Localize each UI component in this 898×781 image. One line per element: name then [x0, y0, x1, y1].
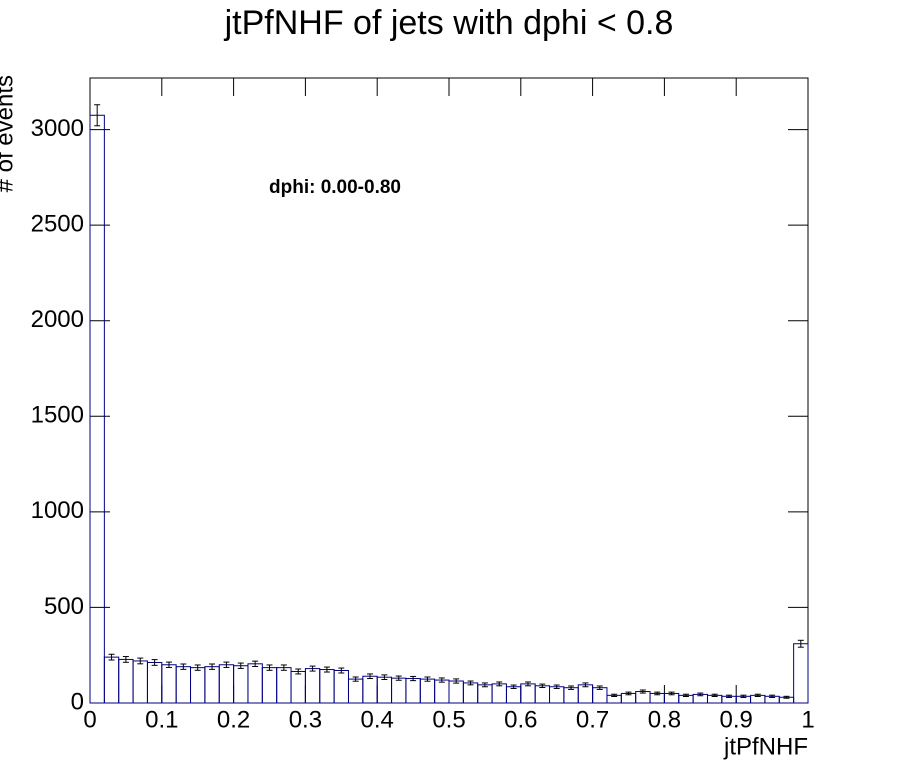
x-tick-label: 0.8	[648, 706, 681, 733]
y-tick-label: 3000	[31, 115, 84, 142]
x-tick-label: 0.4	[361, 706, 394, 733]
y-tick-label: 2000	[31, 306, 84, 333]
y-tick-label: 1000	[31, 497, 84, 524]
x-axis-label: jtPfNHF	[723, 733, 808, 760]
x-tick-label: 0.5	[432, 706, 465, 733]
annotation: dphi: 0.00-0.80	[269, 177, 401, 198]
y-tick-label: 1500	[31, 402, 84, 429]
y-tick-label: 2500	[31, 211, 84, 238]
x-tick-label: 0.7	[576, 706, 609, 733]
y-axis-label: # of events	[0, 75, 18, 192]
x-tick-label: 0.3	[289, 706, 322, 733]
x-tick-label: 0.9	[720, 706, 753, 733]
x-tick-label: 0.2	[217, 706, 250, 733]
chart-title: jtPfNHF of jets with dphi < 0.8	[224, 4, 674, 42]
x-tick-label: 0	[83, 706, 96, 733]
y-tick-label: 0	[71, 688, 84, 715]
y-tick-label: 500	[44, 593, 84, 620]
x-tick-label: 0.6	[504, 706, 537, 733]
x-tick-label: 1	[801, 706, 814, 733]
x-tick-label: 0.1	[145, 706, 178, 733]
